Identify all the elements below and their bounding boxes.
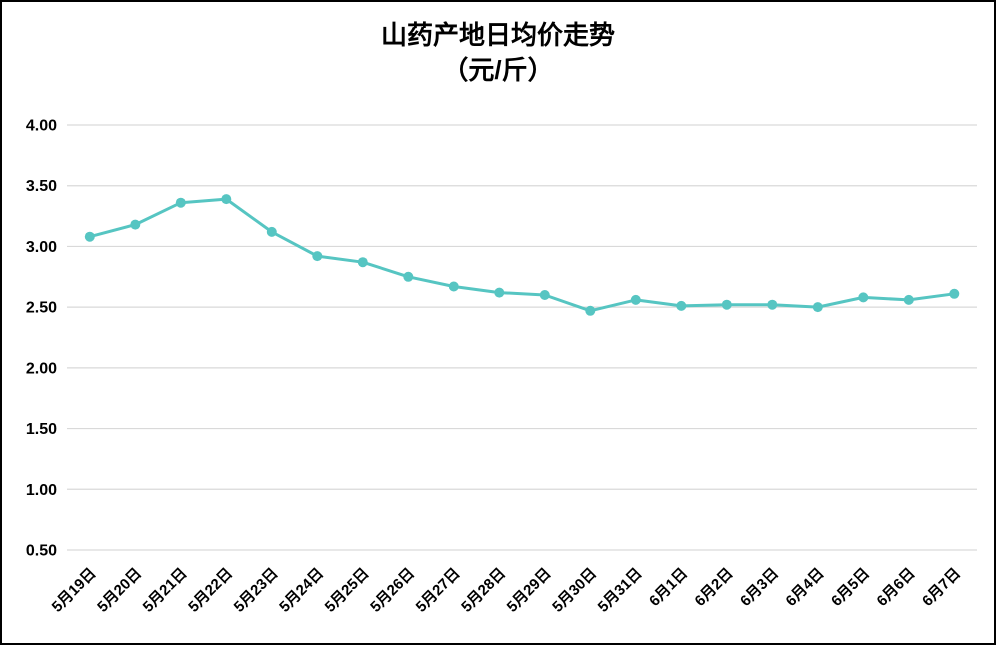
x-axis-tick-label: 6月7日 — [919, 565, 964, 610]
x-axis-tick-label: 5月21日 — [140, 565, 191, 616]
y-axis-tick-label: 3.50 — [26, 178, 57, 195]
x-axis-tick-label: 6月5日 — [828, 565, 873, 610]
x-axis-tick-label: 5月25日 — [322, 565, 373, 616]
data-point-marker — [175, 197, 186, 208]
data-point-marker — [676, 300, 687, 311]
data-point-marker — [721, 299, 732, 310]
data-point-marker — [767, 299, 778, 310]
data-point-marker — [812, 302, 823, 313]
data-point-marker — [357, 257, 368, 268]
data-point-marker — [494, 287, 505, 298]
data-point-marker — [403, 271, 414, 282]
y-axis-tick-label: 0.50 — [26, 543, 57, 560]
data-point-marker — [130, 219, 141, 230]
chart-title-block: 山药产地日均价走势 （元/斤） — [2, 2, 994, 102]
x-axis-tick-label: 6月6日 — [874, 565, 919, 610]
y-axis-tick-label: 1.00 — [26, 482, 57, 499]
x-axis-tick-label: 5月20日 — [94, 565, 145, 616]
data-point-marker — [266, 226, 277, 237]
trend-line — [88, 197, 956, 313]
x-axis-tick-label: 6月4日 — [783, 565, 828, 610]
data-point-marker — [858, 292, 869, 303]
x-axis-tick-label: 6月3日 — [737, 565, 782, 610]
price-trend-chart: 0.501.001.502.002.503.003.504.005月19日5月2… — [26, 118, 977, 616]
y-axis-tick-label: 1.50 — [26, 421, 57, 438]
data-point-marker — [221, 194, 232, 205]
x-axis-tick-label: 5月31日 — [595, 565, 646, 616]
y-axis-tick-label: 2.00 — [26, 360, 57, 377]
data-point-marker — [903, 294, 914, 305]
data-point-marker — [312, 251, 323, 262]
data-point-marker — [585, 305, 596, 316]
x-axis-tick-label: 5月24日 — [276, 565, 327, 616]
x-axis-tick-label: 5月29日 — [504, 565, 555, 616]
chart-subtitle: （元/斤） — [442, 55, 554, 86]
data-point-marker — [949, 288, 960, 299]
x-axis-tick-label: 5月26日 — [367, 565, 418, 616]
x-axis-tick-label: 6月2日 — [692, 565, 737, 610]
x-axis-tick-label: 5月27日 — [413, 565, 464, 616]
x-axis-tick-label: 5月19日 — [49, 565, 100, 616]
chart-title: 山药产地日均价走势 — [380, 20, 615, 50]
x-axis-tick-label: 5月28日 — [458, 565, 509, 616]
data-point-marker — [84, 231, 95, 242]
x-axis-tick-label: 5月23日 — [231, 565, 282, 616]
x-axis-tick-label: 5月30日 — [549, 565, 600, 616]
data-point-marker — [630, 294, 641, 305]
data-point-marker — [448, 281, 459, 292]
data-point-marker — [539, 290, 550, 300]
y-axis-tick-label: 4.00 — [26, 118, 57, 135]
x-axis-tick-label: 6月1日 — [646, 565, 691, 610]
x-axis-tick-label: 5月22日 — [185, 565, 236, 616]
y-axis-tick-label: 3.00 — [26, 239, 57, 256]
y-axis-tick-label: 2.50 — [26, 300, 57, 317]
